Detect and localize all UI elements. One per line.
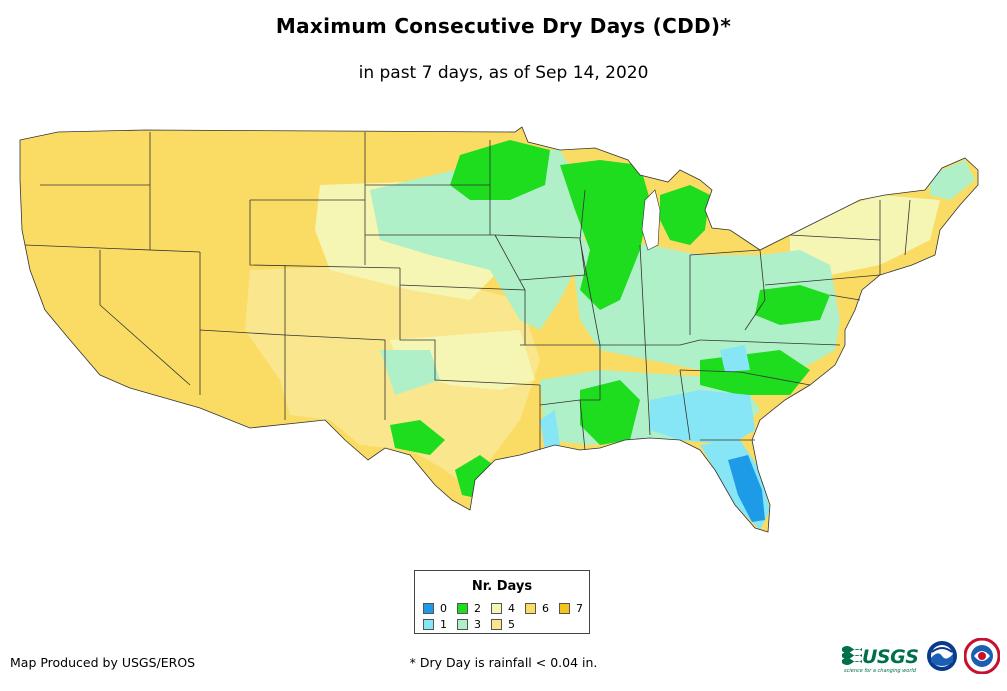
usgs-wordmark: USGS bbox=[862, 646, 919, 668]
lake-michigan bbox=[641, 189, 661, 251]
legend-item-6: 6 bbox=[525, 603, 549, 615]
state-borders bbox=[19, 126, 979, 533]
map-title: Maximum Consecutive Dry Days (CDD)* bbox=[275, 14, 732, 38]
zone-1-georgia bbox=[650, 390, 755, 445]
zone-1-la bbox=[540, 410, 560, 450]
zone-3-dakotas bbox=[370, 150, 590, 330]
legend-swatch-7 bbox=[559, 603, 570, 614]
zone-2-upper-midwest bbox=[560, 160, 650, 310]
legend-swatch-1 bbox=[423, 619, 434, 630]
legend-item-4: 4 bbox=[491, 603, 515, 615]
legend-swatch-6 bbox=[525, 603, 536, 614]
usgs-logo: USGS science for a changing world bbox=[842, 642, 920, 674]
zone-2-michigan bbox=[660, 185, 710, 245]
usgs-tagline: science for a changing world bbox=[844, 668, 916, 674]
zone-2-texas bbox=[390, 420, 445, 455]
legend-item-0: 0 bbox=[423, 603, 447, 615]
nws-logo-icon bbox=[964, 638, 1000, 674]
legend-item-2: 2 bbox=[457, 603, 481, 615]
legend-title: Nr. Days bbox=[471, 579, 533, 594]
zone-2-appalachia bbox=[755, 285, 830, 325]
map-subtitle: in past 7 days, as of Sep 14, 2020 bbox=[358, 63, 649, 83]
noaa-logo-icon bbox=[927, 641, 957, 671]
legend-swatch-2 bbox=[457, 603, 468, 614]
usgs-wave-icon bbox=[842, 646, 862, 665]
legend: Nr. Days 0 1 2 3 4 5 6 7 bbox=[414, 570, 590, 634]
legend-swatch-5 bbox=[491, 619, 502, 630]
legend-item-1: 1 bbox=[423, 619, 447, 631]
legend-swatch-0 bbox=[423, 603, 434, 614]
footnote: * Dry Day is rainfall < 0.04 in. bbox=[409, 655, 598, 670]
legend-item-5: 5 bbox=[491, 619, 515, 631]
map-credit: Map Produced by USGS/EROS bbox=[10, 655, 196, 670]
zone-3-maine bbox=[930, 160, 975, 200]
agency-logos: USGS science for a changing world bbox=[842, 638, 1002, 680]
zone-2-lower-ms bbox=[580, 380, 640, 445]
legend-swatch-3 bbox=[457, 619, 468, 630]
zone-1-tn bbox=[720, 345, 750, 372]
legend-swatch-4 bbox=[491, 603, 502, 614]
zone-0-florida bbox=[728, 455, 765, 522]
dryness-regions bbox=[245, 140, 975, 530]
legend-item-3: 3 bbox=[457, 619, 481, 631]
legend-item-7: 7 bbox=[559, 603, 583, 615]
zone-3-ms-valley bbox=[380, 350, 440, 395]
